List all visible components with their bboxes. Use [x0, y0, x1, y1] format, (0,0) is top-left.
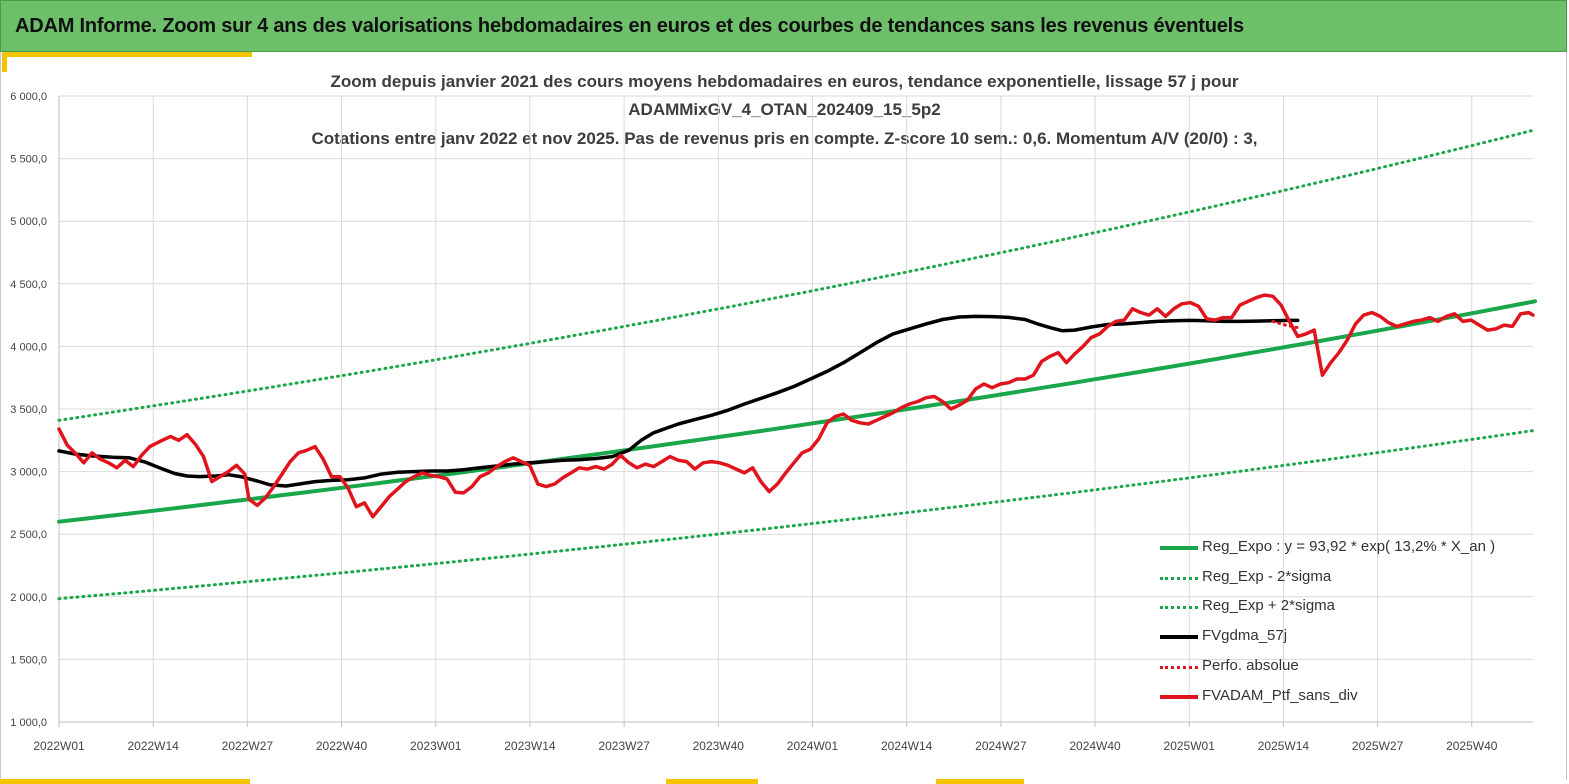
legend-swatch: [1160, 665, 1198, 669]
x-tick-label: 2024W01: [787, 739, 839, 753]
chart-subtitle-2: Cotations entre janv 2022 et nov 2025. P…: [311, 129, 1258, 148]
y-tick-label: 6 000,0: [10, 91, 47, 103]
x-tick-label: 2022W40: [316, 739, 368, 753]
series-line-4: [1271, 319, 1300, 330]
x-tick-label: 2023W40: [693, 739, 745, 753]
y-tick-label: 1 000,0: [10, 717, 47, 729]
legend-swatch: [1160, 606, 1198, 610]
accent-bar-bottom-3: [936, 779, 1024, 784]
accent-bar-bottom-1: [0, 779, 250, 784]
legend-label: Perfo. absolue: [1202, 656, 1299, 674]
x-tick-label: 2025W40: [1446, 739, 1498, 753]
y-tick-label: 4 000,0: [10, 341, 47, 353]
legend-label: Reg_Exp + 2*sigma: [1202, 597, 1335, 615]
x-tick-label: 2025W01: [1164, 739, 1216, 753]
y-tick-label: 3 000,0: [10, 467, 47, 479]
x-tick-label: 2024W14: [881, 739, 933, 753]
series-line-3: [57, 314, 1300, 488]
page-title: ADAM Informe. Zoom sur 4 ans des valoris…: [15, 15, 1244, 37]
accent-bar-left: [2, 52, 7, 72]
x-tick-label: 2023W27: [598, 739, 650, 753]
series-line-1: [57, 428, 1537, 601]
x-tick-label: 2022W01: [33, 739, 85, 753]
legend-swatch: [1160, 694, 1198, 699]
y-tick-label: 5 000,0: [10, 216, 47, 228]
chart-title: Zoom depuis janvier 2021 des cours moyen…: [330, 72, 1239, 91]
series-line-2: [57, 128, 1537, 422]
legend-label: Reg_Exp - 2*sigma: [1202, 567, 1332, 585]
x-tick-label: 2025W27: [1352, 739, 1404, 753]
accent-bar-bottom-2: [666, 779, 758, 784]
legend-label: Reg_Expo : y = 93,92 * exp( 13,2% * X_an…: [1202, 538, 1496, 555]
chart-frame: [0, 52, 1567, 780]
legend-label: FVgdma_57j: [1202, 627, 1288, 645]
legend-swatch: [1160, 635, 1198, 640]
x-tick-label: 2022W14: [127, 739, 179, 753]
legend-swatch: [1160, 546, 1198, 550]
x-tick-label: 2024W27: [975, 739, 1027, 753]
y-tick-label: 1 500,0: [10, 654, 47, 666]
y-tick-label: 2 000,0: [10, 592, 47, 604]
y-tick-label: 4 500,0: [10, 279, 47, 291]
x-tick-label: 2024W40: [1069, 739, 1121, 753]
x-tick-label: 2023W01: [410, 739, 462, 753]
y-tick-label: 3 500,0: [10, 404, 47, 416]
x-tick-label: 2023W14: [504, 739, 556, 753]
legend-swatch: [1160, 576, 1198, 580]
series-line-0: [57, 299, 1537, 524]
legend-label: FVADAM_Ptf_sans_div: [1202, 686, 1358, 704]
x-tick-label: 2022W27: [222, 739, 274, 753]
y-tick-label: 2 500,0: [10, 529, 47, 541]
series-line-5: [57, 293, 1535, 519]
accent-bar-top: [2, 52, 252, 57]
x-tick-label: 2025W14: [1258, 739, 1310, 753]
chart-subtitle: ADAMMixGV_4_OTAN_202409_15_5p2: [628, 100, 941, 119]
header-bar: ADAM Informe. Zoom sur 4 ans des valoris…: [0, 0, 1567, 52]
y-tick-label: 5 500,0: [10, 154, 47, 166]
